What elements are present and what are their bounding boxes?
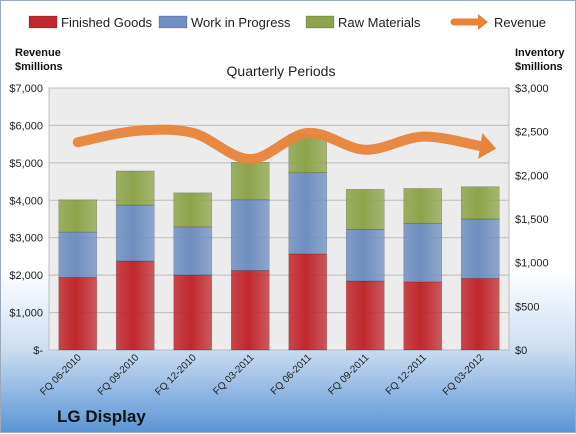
legend-swatch	[306, 16, 334, 28]
category-label: FQ 03-2011	[211, 352, 256, 397]
category-label: FQ 09-2011	[326, 352, 371, 397]
right-axis-title: Inventory	[515, 47, 565, 59]
bar-segment	[289, 254, 327, 350]
left-axis-tick-label: $6,000	[9, 120, 43, 132]
bar-segment	[59, 232, 97, 277]
legend-swatch	[159, 16, 187, 28]
legend-swatch	[29, 16, 57, 28]
left-axis-tick-label: $5,000	[9, 158, 43, 170]
bar-segment	[461, 219, 499, 278]
legend-label: Raw Materials	[338, 15, 421, 30]
legend-label: Work in Progress	[191, 15, 291, 30]
left-axis-tick-label: $-	[33, 345, 43, 357]
bar-segment	[116, 171, 154, 205]
bar-segment	[59, 200, 97, 232]
right-axis-tick-label: $1,500	[515, 214, 549, 226]
bar-segment	[59, 278, 97, 350]
category-label: FQ 06-2011	[269, 352, 314, 397]
category-label: FQ 12-2011	[384, 352, 429, 397]
legend-label: Revenue	[494, 15, 546, 30]
left-axis-tick-label: $4,000	[9, 195, 43, 207]
right-axis-title: $millions	[515, 61, 563, 73]
left-axis-title: $millions	[15, 61, 63, 73]
category-label: FQ 06-2010	[38, 352, 84, 398]
bar-segment	[289, 173, 327, 254]
chart-subtitle: Quarterly Periods	[227, 63, 336, 79]
right-axis-tick-label: $0	[515, 345, 527, 357]
bar-segment	[404, 188, 442, 223]
left-axis-tick-label: $3,000	[9, 233, 43, 245]
bar-segment	[404, 223, 442, 282]
bar-segment	[116, 261, 154, 350]
bar-segment	[346, 229, 384, 281]
brand-name: LG Display	[57, 407, 146, 426]
right-axis-tick-label: $3,000	[515, 83, 549, 95]
left-axis-tick-label: $2,000	[9, 270, 43, 282]
left-axis-title: Revenue	[15, 47, 61, 59]
category-label: FQ 12-2010	[153, 352, 199, 398]
bar-segment	[174, 193, 212, 227]
left-axis-tick-label: $7,000	[9, 83, 43, 95]
bar-segment	[231, 200, 269, 271]
category-label: FQ 03-2012	[441, 352, 487, 398]
bar-segment	[116, 205, 154, 261]
bar-segment	[346, 189, 384, 229]
bar-segment	[346, 281, 384, 350]
left-axis-tick-label: $1,000	[9, 308, 43, 320]
bar-segment	[231, 162, 269, 200]
right-axis-tick-label: $500	[515, 301, 539, 313]
right-axis-tick-label: $2,000	[515, 170, 549, 182]
bar-segment	[174, 275, 212, 350]
right-axis-tick-label: $1,000	[515, 258, 549, 270]
category-label: FQ 09-2010	[96, 352, 142, 398]
legend-label: Finished Goods	[61, 15, 153, 30]
legend-swatch-arrow	[478, 14, 488, 30]
right-axis-tick-label: $2,500	[515, 127, 549, 139]
bar-segment	[461, 278, 499, 350]
bar-segment	[174, 227, 212, 275]
bar-segment	[404, 282, 442, 350]
bar-segment	[231, 271, 269, 350]
bar-segment	[461, 187, 499, 219]
